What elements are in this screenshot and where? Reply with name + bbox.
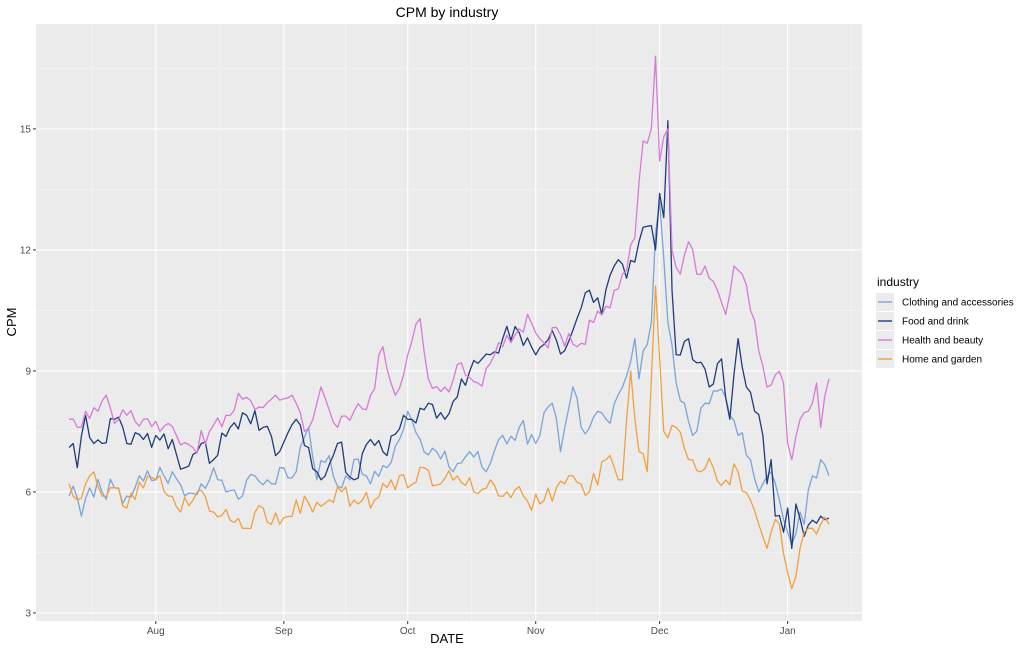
x-axis-title: DATE: [430, 631, 464, 646]
y-tick-label: 15: [20, 124, 32, 135]
y-axis-title: CPM: [4, 308, 19, 337]
x-tick-label: Nov: [527, 626, 545, 637]
series-line-2: [68, 120, 830, 550]
y-tick-label: 3: [25, 608, 31, 619]
legend: industry Clothing and accessories Food an…: [876, 275, 1014, 368]
legend-label: Food and drink: [902, 317, 970, 328]
y-tick-label: 9: [25, 366, 31, 377]
legend-title: industry: [877, 275, 919, 289]
plot-panel: [36, 24, 862, 621]
series-line-3: [68, 55, 830, 461]
x-tick-label: Oct: [400, 626, 416, 637]
legend-label: Health and beauty: [902, 336, 983, 347]
y-tick-label: 6: [25, 487, 31, 498]
y-tick-label: 12: [20, 245, 32, 256]
minor-grid: [36, 24, 862, 621]
legend-label: Home and garden: [902, 355, 982, 366]
chart-title: CPM by industry: [396, 4, 499, 20]
x-tick-label: Aug: [147, 626, 165, 637]
major-grid: [36, 24, 862, 621]
x-tick-label: Sep: [275, 626, 293, 637]
series-layer: [68, 55, 830, 590]
series-line-4: [68, 285, 830, 590]
legend-label: Clothing and accessories: [902, 298, 1014, 309]
x-tick-label: Jan: [780, 626, 796, 637]
x-axis: Aug Sep Oct Nov Dec Jan: [147, 621, 796, 637]
x-tick-label: Dec: [651, 626, 669, 637]
y-axis: 3 6 9 12 15: [20, 124, 36, 619]
